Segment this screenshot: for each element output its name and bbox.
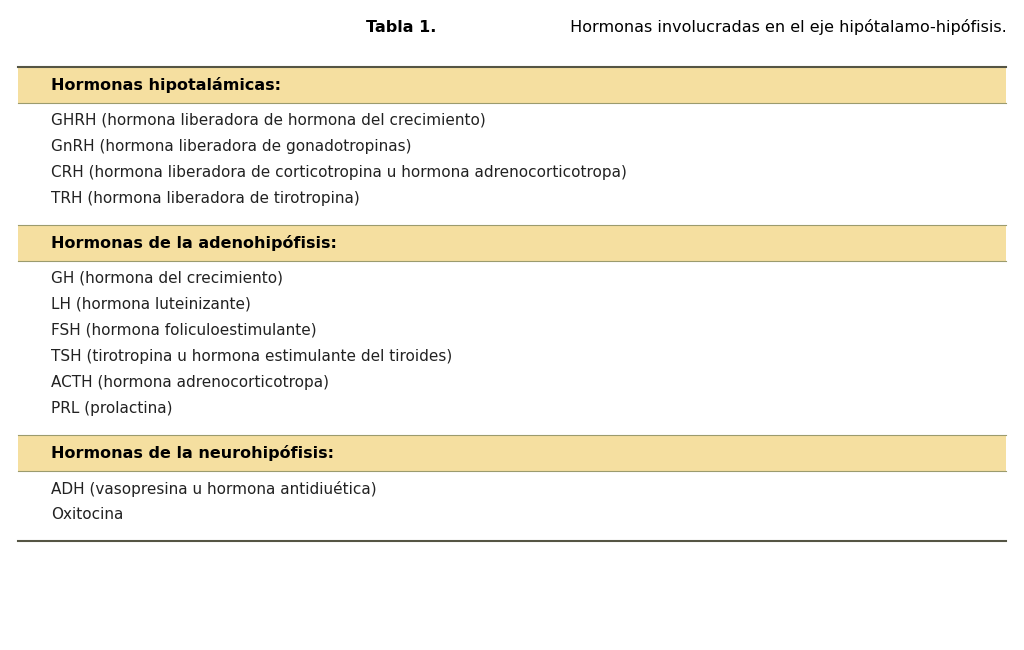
Text: GnRH (hormona liberadora de gonadotropinas): GnRH (hormona liberadora de gonadotropin… (51, 139, 412, 154)
Text: ACTH (hormona adrenocorticotropa): ACTH (hormona adrenocorticotropa) (51, 375, 329, 390)
Bar (18, 471, 1006, 541)
Bar (18, 67, 1006, 103)
Bar (18, 103, 1006, 225)
Text: TSH (tirotropina u hormona estimulante del tiroides): TSH (tirotropina u hormona estimulante d… (51, 349, 453, 364)
Bar (18, 435, 1006, 471)
Text: Hormonas de la adenohipófisis:: Hormonas de la adenohipófisis: (51, 235, 337, 251)
Text: GH (hormona del crecimiento): GH (hormona del crecimiento) (51, 271, 284, 286)
Text: Hormonas hipotalámicas:: Hormonas hipotalámicas: (51, 77, 282, 93)
Text: PRL (prolactina): PRL (prolactina) (51, 401, 173, 416)
Text: GHRH (hormona liberadora de hormona del crecimiento): GHRH (hormona liberadora de hormona del … (51, 113, 486, 128)
Bar (18, 261, 1006, 435)
Text: CRH (hormona liberadora de corticotropina u hormona adrenocorticotropa): CRH (hormona liberadora de corticotropin… (51, 165, 627, 180)
Text: Tabla 1.: Tabla 1. (367, 20, 436, 35)
Text: ADH (vasopresina u hormona antidiuética): ADH (vasopresina u hormona antidiuética) (51, 481, 377, 497)
Text: FSH (hormona foliculoestimulante): FSH (hormona foliculoestimulante) (51, 323, 316, 338)
Bar (18, 225, 1006, 261)
Text: Hormonas involucradas en el eje hipótalamo-hipófisis.: Hormonas involucradas en el eje hipótala… (565, 20, 1007, 35)
Text: Oxitocina: Oxitocina (51, 507, 124, 522)
Text: TRH (hormona liberadora de tirotropina): TRH (hormona liberadora de tirotropina) (51, 191, 360, 206)
Text: LH (hormona luteinizante): LH (hormona luteinizante) (51, 297, 251, 312)
Text: Hormonas de la neurohipófisis:: Hormonas de la neurohipófisis: (51, 445, 334, 461)
